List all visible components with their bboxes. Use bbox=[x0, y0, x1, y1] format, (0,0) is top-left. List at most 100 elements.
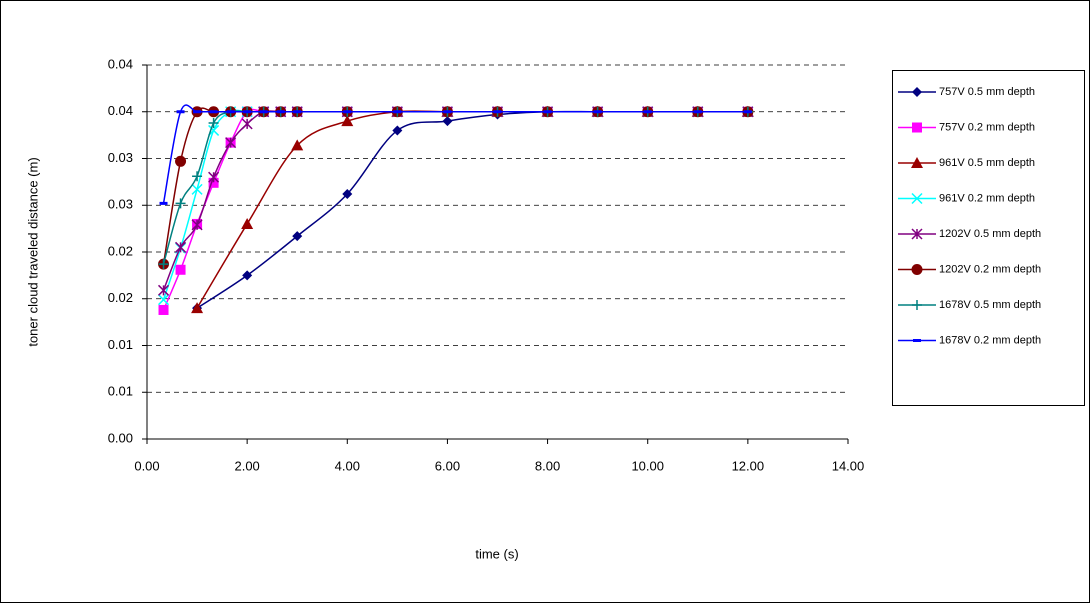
marker-shape bbox=[291, 139, 304, 151]
marker bbox=[292, 231, 303, 242]
marker-shape bbox=[225, 137, 237, 149]
x-tick-label: 6.00 bbox=[435, 458, 460, 473]
marker-shape bbox=[343, 110, 352, 114]
y-tick-label: 0.00 bbox=[108, 430, 133, 445]
marker bbox=[241, 118, 253, 130]
legend-label: 961V 0.5 mm depth bbox=[939, 157, 1035, 169]
marker bbox=[208, 117, 219, 128]
marker bbox=[158, 259, 169, 270]
marker bbox=[175, 198, 186, 209]
marker bbox=[442, 116, 453, 127]
marker bbox=[342, 189, 353, 200]
marker bbox=[393, 110, 402, 114]
marker-shape bbox=[643, 110, 652, 114]
marker bbox=[593, 110, 602, 114]
marker-shape bbox=[192, 171, 203, 182]
y-axis-title: toner cloud traveled distance (m) bbox=[25, 157, 40, 346]
marker bbox=[259, 110, 268, 114]
marker-shape bbox=[175, 241, 187, 253]
marker-shape bbox=[911, 192, 923, 205]
marker bbox=[175, 241, 187, 253]
y-tick-label: 0.03 bbox=[108, 197, 133, 212]
x-tick-label: 4.00 bbox=[335, 458, 360, 473]
y-tick-label: 0.01 bbox=[108, 337, 133, 352]
marker-shape bbox=[158, 304, 169, 315]
marker-shape bbox=[911, 228, 923, 240]
marker bbox=[191, 302, 204, 314]
marker-shape bbox=[208, 117, 219, 128]
marker-shape bbox=[276, 110, 285, 114]
marker bbox=[226, 110, 235, 114]
marker-shape bbox=[342, 189, 353, 200]
x-tick-label: 2.00 bbox=[234, 458, 259, 473]
marker-shape bbox=[912, 300, 922, 310]
marker-shape bbox=[208, 171, 220, 183]
marker bbox=[225, 137, 237, 149]
marker-shape bbox=[341, 115, 354, 127]
marker bbox=[911, 192, 923, 205]
y-tick-label: 0.01 bbox=[108, 384, 133, 399]
marker bbox=[157, 294, 170, 306]
marker-shape bbox=[159, 201, 168, 205]
marker-shape bbox=[912, 122, 922, 133]
legend-label: 1678V 0.2 mm depth bbox=[939, 334, 1041, 346]
marker bbox=[157, 284, 170, 296]
marker bbox=[293, 110, 302, 114]
marker-shape bbox=[193, 110, 202, 114]
marker-shape bbox=[911, 264, 923, 275]
marker-shape bbox=[191, 302, 204, 314]
marker bbox=[192, 171, 203, 182]
marker-shape bbox=[209, 110, 218, 114]
marker bbox=[912, 87, 922, 97]
marker-shape bbox=[393, 110, 402, 114]
marker bbox=[208, 177, 219, 188]
marker-shape bbox=[243, 110, 252, 114]
marker bbox=[913, 339, 921, 342]
legend-label: 757V 0.2 mm depth bbox=[939, 121, 1035, 133]
marker bbox=[191, 219, 203, 231]
marker bbox=[343, 110, 352, 114]
legend-label: 961V 0.2 mm depth bbox=[939, 192, 1035, 204]
marker bbox=[176, 110, 185, 114]
marker-shape bbox=[593, 110, 602, 114]
marker bbox=[493, 110, 502, 114]
marker-shape bbox=[175, 198, 186, 209]
marker bbox=[543, 110, 552, 114]
x-axis-title: time (s) bbox=[475, 546, 518, 561]
marker bbox=[276, 110, 285, 114]
x-tick-label: 0.00 bbox=[134, 458, 159, 473]
marker bbox=[743, 110, 752, 114]
marker-shape bbox=[913, 339, 921, 342]
y-tick-label: 0.04 bbox=[108, 56, 133, 71]
marker-shape bbox=[442, 116, 453, 127]
marker-shape bbox=[191, 219, 203, 231]
marker bbox=[243, 110, 252, 114]
marker-shape bbox=[158, 259, 169, 270]
marker bbox=[242, 270, 253, 281]
marker-shape bbox=[743, 110, 752, 114]
marker bbox=[291, 139, 304, 151]
marker bbox=[175, 264, 186, 275]
marker-shape bbox=[226, 110, 235, 114]
marker bbox=[241, 217, 254, 229]
y-tick-label: 0.04 bbox=[108, 103, 133, 118]
marker-shape bbox=[392, 125, 403, 136]
legend-label: 1202V 0.5 mm depth bbox=[939, 228, 1041, 240]
marker bbox=[191, 183, 203, 195]
marker bbox=[443, 110, 452, 114]
marker-shape bbox=[176, 110, 185, 114]
marker-shape bbox=[543, 110, 552, 114]
marker-shape bbox=[292, 231, 303, 242]
marker bbox=[209, 110, 218, 114]
marker-shape bbox=[493, 110, 502, 114]
marker-shape bbox=[911, 157, 923, 168]
marker bbox=[912, 122, 922, 133]
y-tick-label: 0.02 bbox=[108, 290, 133, 305]
marker bbox=[693, 110, 702, 114]
marker-shape bbox=[191, 183, 203, 195]
marker-shape bbox=[208, 177, 219, 188]
marker bbox=[158, 304, 169, 315]
marker-shape bbox=[259, 110, 268, 114]
x-tick-label: 14.00 bbox=[832, 458, 865, 473]
